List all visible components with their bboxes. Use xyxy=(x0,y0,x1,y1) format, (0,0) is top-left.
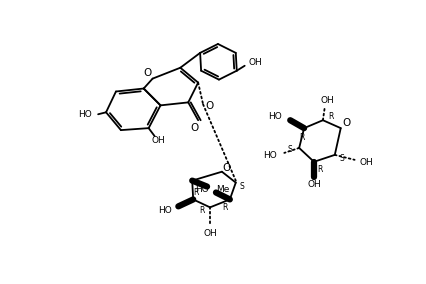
Text: R: R xyxy=(317,165,322,174)
Text: S: S xyxy=(340,154,344,163)
Text: R: R xyxy=(193,188,199,197)
Text: R: R xyxy=(222,203,227,212)
Text: O: O xyxy=(144,68,152,78)
Text: OH: OH xyxy=(249,58,262,67)
Text: OH: OH xyxy=(203,229,217,238)
Text: OH: OH xyxy=(307,180,321,189)
Text: HO: HO xyxy=(268,112,282,121)
Text: O: O xyxy=(343,118,351,128)
Text: HO: HO xyxy=(158,206,171,215)
Text: S: S xyxy=(288,145,293,154)
Text: O: O xyxy=(205,101,213,111)
Text: HO: HO xyxy=(264,151,277,160)
Text: OH: OH xyxy=(152,135,165,145)
Text: OH: OH xyxy=(360,158,373,167)
Text: R: R xyxy=(299,133,305,141)
Text: S: S xyxy=(239,182,244,191)
Text: OH: OH xyxy=(320,96,334,105)
Text: R: R xyxy=(199,206,205,215)
Text: O: O xyxy=(190,123,199,133)
Text: R: R xyxy=(328,112,334,121)
Text: O: O xyxy=(223,163,231,173)
Text: HO: HO xyxy=(195,185,209,194)
Text: HO: HO xyxy=(78,110,92,119)
Text: Me: Me xyxy=(216,185,229,194)
